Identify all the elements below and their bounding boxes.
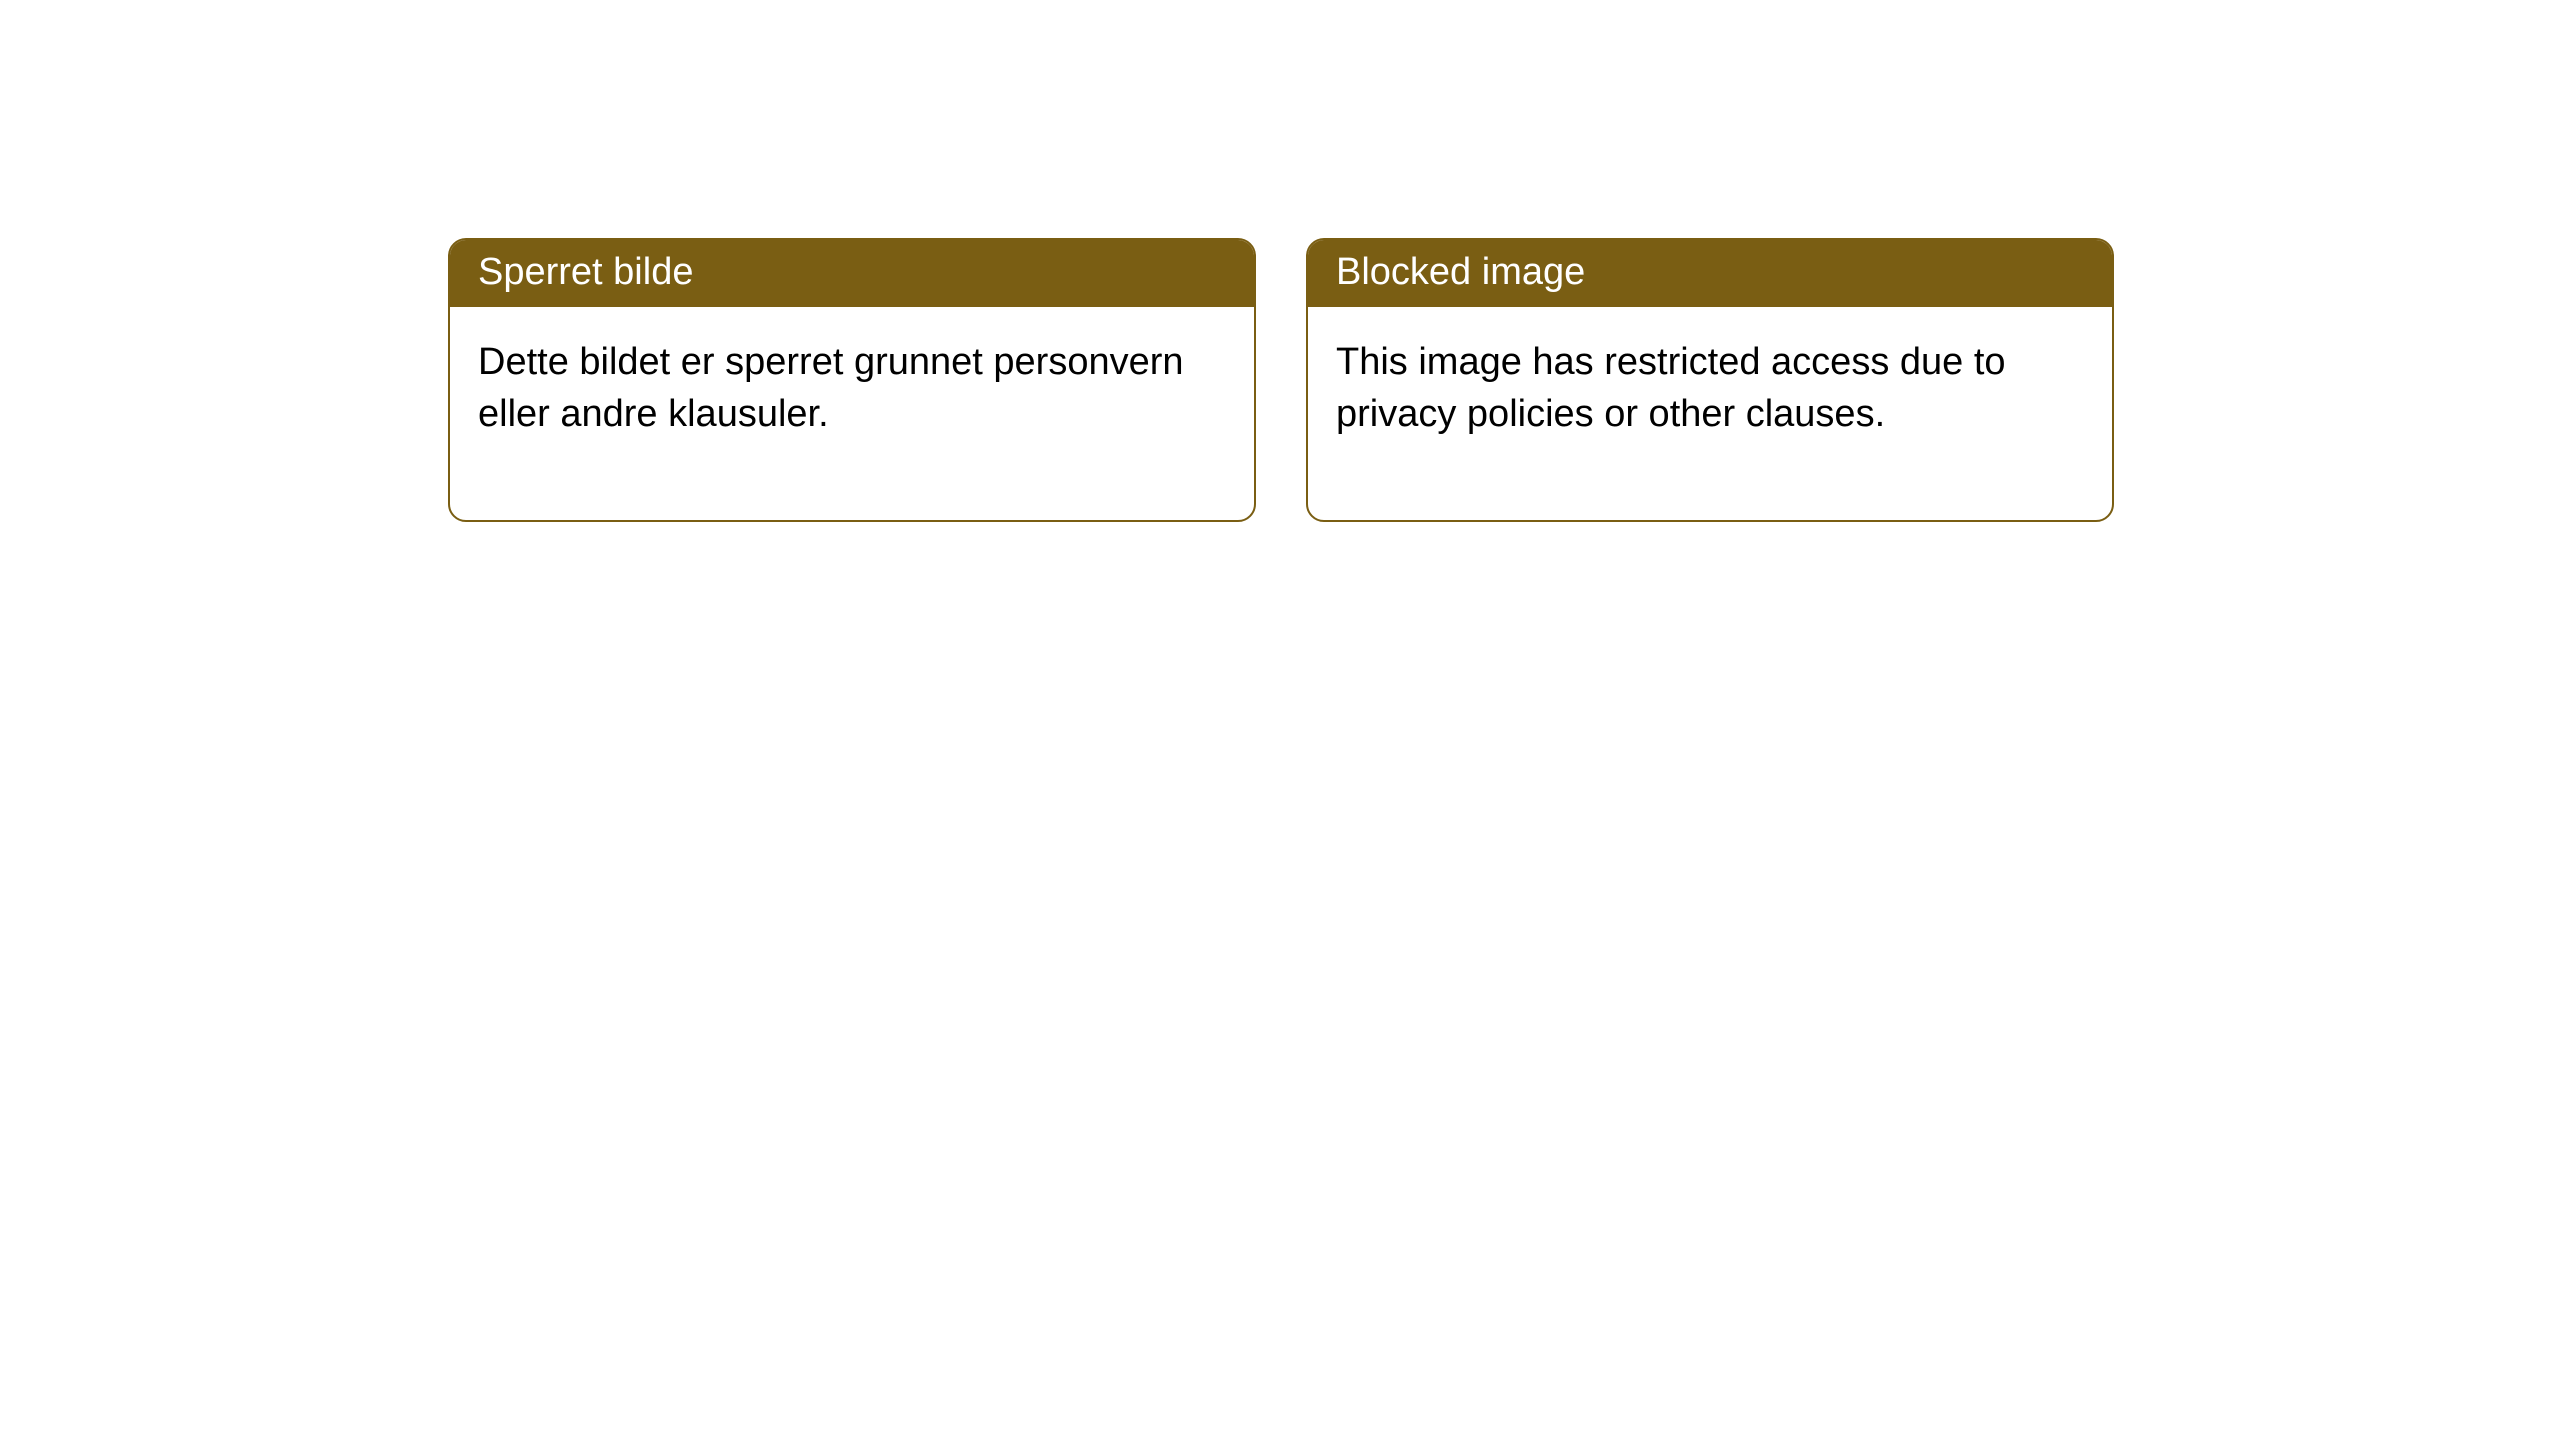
notice-title-english: Blocked image (1308, 240, 2112, 307)
notice-box-english: Blocked image This image has restricted … (1306, 238, 2114, 522)
notice-box-norwegian: Sperret bilde Dette bildet er sperret gr… (448, 238, 1256, 522)
notice-body-english: This image has restricted access due to … (1308, 307, 2112, 520)
notice-container: Sperret bilde Dette bildet er sperret gr… (0, 0, 2560, 522)
notice-title-norwegian: Sperret bilde (450, 240, 1254, 307)
notice-body-norwegian: Dette bildet er sperret grunnet personve… (450, 307, 1254, 520)
